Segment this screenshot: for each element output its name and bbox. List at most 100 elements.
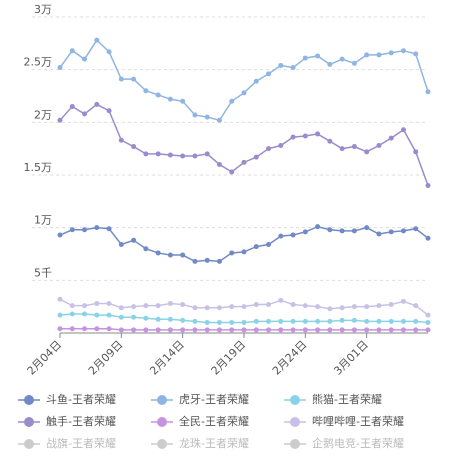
data-point: [339, 317, 345, 323]
data-point: [118, 76, 124, 82]
data-point: [376, 231, 382, 237]
data-point: [425, 235, 431, 241]
legend-marker: [290, 417, 300, 427]
series: [57, 37, 431, 123]
data-point: [131, 304, 137, 310]
data-point: [364, 304, 370, 310]
data-point: [180, 327, 186, 333]
data-point: [339, 327, 345, 333]
data-point: [106, 301, 112, 307]
data-point: [315, 224, 321, 230]
data-point: [327, 227, 333, 233]
data-point: [180, 302, 186, 308]
data-point: [229, 98, 235, 104]
legend-label: 哔哩哔哩-王者荣耀: [312, 415, 404, 428]
data-point: [278, 233, 284, 239]
series: [57, 296, 431, 318]
data-point: [204, 257, 210, 263]
data-point: [143, 327, 149, 333]
data-point: [376, 52, 382, 58]
legend-label: 龙珠-王者荣耀: [179, 436, 249, 450]
data-point: [229, 169, 235, 175]
data-point: [57, 296, 63, 302]
data-point: [339, 56, 345, 62]
data-point: [388, 318, 394, 324]
data-point: [229, 250, 235, 256]
data-point: [57, 117, 63, 123]
data-point: [155, 250, 161, 256]
data-point: [290, 232, 296, 238]
data-point: [241, 304, 247, 310]
legend-label: 战旗-王者荣耀: [46, 436, 116, 450]
data-point: [216, 319, 222, 325]
data-point: [290, 134, 296, 140]
data-point: [82, 111, 88, 117]
data-point: [204, 327, 210, 333]
data-point: [216, 327, 222, 333]
data-point: [94, 37, 100, 43]
data-point: [216, 117, 222, 123]
data-point: [278, 318, 284, 324]
data-point: [413, 149, 419, 155]
y-tick-label: 3万: [34, 3, 52, 16]
data-point: [118, 314, 124, 320]
data-point: [253, 302, 259, 308]
data-point: [315, 318, 321, 324]
data-point: [278, 327, 284, 333]
data-point: [364, 225, 370, 231]
data-point: [327, 61, 333, 67]
data-point: [167, 96, 173, 102]
data-point: [413, 327, 419, 333]
data-point: [143, 315, 149, 321]
data-point: [155, 303, 161, 309]
data-point: [327, 318, 333, 324]
data-point: [413, 226, 419, 232]
data-point: [425, 312, 431, 318]
data-point: [302, 303, 308, 309]
data-point: [82, 311, 88, 317]
data-point: [388, 50, 394, 56]
data-point: [180, 317, 186, 323]
data-point: [216, 258, 222, 264]
series: [57, 326, 431, 333]
data-point: [413, 303, 419, 309]
data-point: [131, 76, 137, 82]
data-point: [82, 56, 88, 62]
data-point: [118, 242, 124, 248]
data-point: [315, 53, 321, 59]
data-point: [57, 65, 63, 71]
data-point: [388, 135, 394, 141]
data-point: [94, 312, 100, 318]
series-line: [59, 39, 429, 122]
data-point: [315, 131, 321, 137]
legend-marker: [24, 439, 34, 449]
data-point: [143, 246, 149, 252]
x-tick-label: 2月04日: [25, 338, 65, 378]
data-point: [57, 232, 63, 238]
data-point: [302, 229, 308, 235]
y-tick-label: 1.5万: [24, 161, 53, 174]
data-point: [351, 327, 357, 333]
legend-marker: [290, 395, 300, 405]
legend-marker: [24, 417, 34, 427]
data-point: [229, 319, 235, 325]
y-tick-label: 2万: [34, 108, 52, 121]
legend-marker: [290, 439, 300, 449]
data-point: [376, 318, 382, 324]
data-point: [241, 249, 247, 255]
data-point: [155, 327, 161, 333]
data-point: [339, 228, 345, 234]
data-point: [351, 317, 357, 323]
data-point: [204, 114, 210, 120]
data-point: [82, 326, 88, 332]
data-point: [192, 327, 198, 333]
legend-label: 熊猫-王者荣耀: [312, 392, 382, 406]
legend-marker: [157, 439, 167, 449]
data-point: [155, 151, 161, 157]
data-point: [290, 302, 296, 308]
data-point: [266, 71, 272, 77]
data-point: [351, 144, 357, 150]
data-point: [131, 314, 137, 320]
data-point: [82, 303, 88, 309]
